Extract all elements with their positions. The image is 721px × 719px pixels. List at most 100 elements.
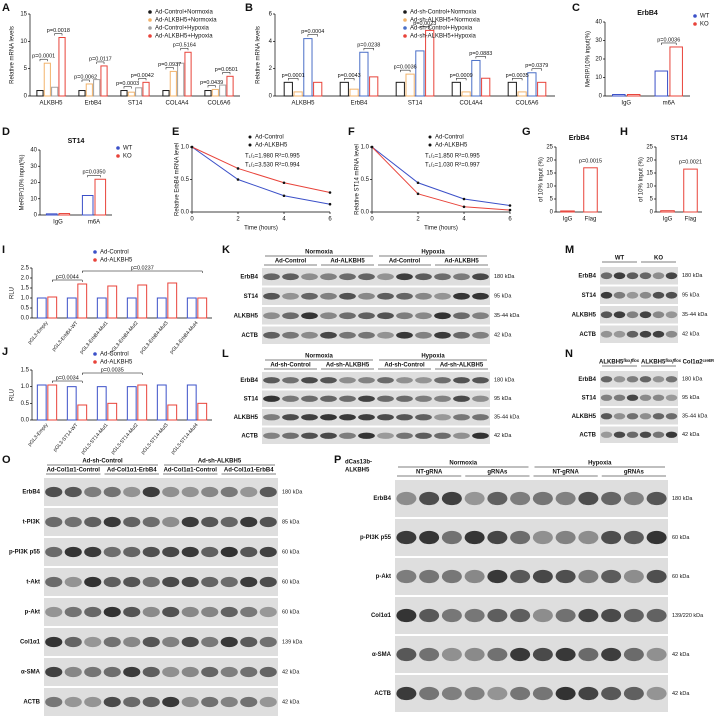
bar [66,297,77,319]
blot-band [201,486,219,498]
y-axis-label: MeRIP/10% input(%) [586,31,592,87]
bar [283,81,293,97]
protein-label: p-Akt [376,574,391,580]
blot-band [441,530,462,545]
blot-band [555,686,576,701]
significance-bracket [207,85,216,88]
blot-band [142,696,160,708]
blot-band [240,636,258,648]
bar [167,282,178,319]
blot-band [652,431,665,438]
blot-band [84,486,102,498]
blot-band [665,376,678,383]
group-header: Hypoxia [421,250,445,256]
blot-band [45,546,63,558]
blot-band [282,292,299,300]
blot-band [415,292,432,300]
y-tick-label: 5 [24,66,28,72]
blot-band [464,569,485,584]
legend-marker [693,22,697,26]
blot-band [103,696,121,708]
y-tick-label: 2.5 [21,266,30,272]
blot-band [64,636,82,648]
bar [162,90,170,97]
p-value: p=0.0001 [282,73,305,79]
subgroup-header: Ad-Control [389,259,421,265]
data-point [416,192,420,196]
bar [197,402,208,421]
y-axis-label: RLU [10,389,16,401]
bar [45,213,58,216]
blot-band [652,413,665,420]
blot-strip [44,688,278,716]
half-life-label: T₁/₂=1.850 R²=0.995 [425,154,480,160]
x-tick-label: Flag [585,217,597,223]
y-tick-label: 0.0 [21,316,30,322]
y-axis-label: Relative mRNA levels [256,26,262,84]
blot-band [396,491,417,506]
size-label: 35-44 kDa [682,414,708,420]
blot-band [240,516,258,528]
bar [51,86,59,97]
subgroup-header: NT-gRNA [552,470,579,476]
y-tick-label: 10 [646,184,653,190]
blot-band [162,606,180,618]
data-point [508,208,512,212]
data-point [236,178,240,181]
significance-bracket [123,86,132,89]
blot-band [434,331,451,339]
bar [415,50,425,97]
blot-band [415,331,432,339]
blot-band [220,696,238,708]
blot-band [646,686,667,701]
blot-band [601,686,622,701]
x-tick-label: IgG [563,217,573,223]
legend-marker [93,258,97,262]
blot-band [282,395,299,402]
blot-band [64,696,82,708]
blot-band [639,291,652,299]
bar [226,75,234,97]
blot-strip [44,478,278,506]
legend-marker [93,250,97,254]
blot-band [555,530,576,545]
y-tick-label: 10 [20,39,27,45]
blot-band [142,666,160,678]
legend-marker [693,14,697,18]
subgroup-header: KO [654,256,663,262]
y-tick-label: 0.5 [21,306,30,312]
bar [395,81,405,97]
legend-label: Ad-sh-Control+Normoxia [410,10,477,16]
panel-letter: O [2,454,11,466]
blot-band [282,331,299,339]
y-tick-label: 40 [595,20,602,26]
blot-band [613,330,626,338]
blot-band [301,331,318,339]
blot-band [600,376,613,383]
y-tick-label: 30 [30,164,37,170]
panel-letter: B [245,2,253,14]
bar [339,81,349,97]
blot-strip [262,287,490,305]
blot-band [600,330,613,338]
bar [93,79,101,97]
bar [36,384,47,421]
blot-band [623,647,644,662]
blot-band [441,647,462,662]
blot-band [259,636,277,648]
protein-label: ST14 [244,396,259,402]
blot-band [601,491,622,506]
blot-band [453,377,470,384]
panel-letter: J [2,346,8,358]
blot-band [123,606,141,618]
blot-band [487,686,508,701]
blot-band [259,516,277,528]
group-header: Normoxia [305,250,333,256]
y-tick-label: 4 [269,39,273,45]
bar [137,284,148,319]
blot-band [358,377,375,384]
y-tick-label: 0.0 [361,210,370,216]
blot-band [45,666,63,678]
protein-label: ACTB [241,333,258,339]
protein-label: α-SMA [372,652,392,658]
